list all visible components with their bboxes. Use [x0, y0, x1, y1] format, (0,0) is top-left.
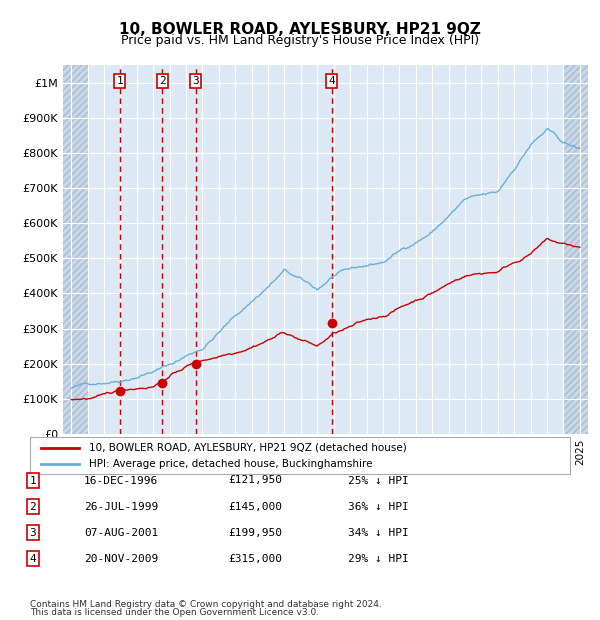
FancyBboxPatch shape	[30, 437, 570, 474]
Text: 1: 1	[116, 76, 123, 86]
Text: Price paid vs. HM Land Registry's House Price Index (HPI): Price paid vs. HM Land Registry's House …	[121, 34, 479, 47]
Text: £199,950: £199,950	[228, 528, 282, 538]
Text: This data is licensed under the Open Government Licence v3.0.: This data is licensed under the Open Gov…	[30, 608, 319, 617]
Text: 26-JUL-1999: 26-JUL-1999	[84, 502, 158, 512]
Text: £315,000: £315,000	[228, 554, 282, 564]
Text: £121,950: £121,950	[228, 476, 282, 485]
Text: HPI: Average price, detached house, Buckinghamshire: HPI: Average price, detached house, Buck…	[89, 459, 373, 469]
Text: 16-DEC-1996: 16-DEC-1996	[84, 476, 158, 485]
Bar	[563, 65, 588, 434]
Text: 36% ↓ HPI: 36% ↓ HPI	[348, 502, 409, 512]
Text: 07-AUG-2001: 07-AUG-2001	[84, 528, 158, 538]
Text: 10, BOWLER ROAD, AYLESBURY, HP21 9QZ (detached house): 10, BOWLER ROAD, AYLESBURY, HP21 9QZ (de…	[89, 443, 407, 453]
Bar	[63, 65, 88, 434]
Text: 2: 2	[159, 76, 166, 86]
Text: 2: 2	[29, 502, 37, 512]
Text: 29% ↓ HPI: 29% ↓ HPI	[348, 554, 409, 564]
Text: 10, BOWLER ROAD, AYLESBURY, HP21 9QZ: 10, BOWLER ROAD, AYLESBURY, HP21 9QZ	[119, 22, 481, 37]
Text: 34% ↓ HPI: 34% ↓ HPI	[348, 528, 409, 538]
Text: 25% ↓ HPI: 25% ↓ HPI	[348, 476, 409, 485]
Text: 1: 1	[29, 476, 37, 485]
Text: 4: 4	[328, 76, 335, 86]
Text: 20-NOV-2009: 20-NOV-2009	[84, 554, 158, 564]
Text: 3: 3	[193, 76, 199, 86]
Text: £145,000: £145,000	[228, 502, 282, 512]
Text: Contains HM Land Registry data © Crown copyright and database right 2024.: Contains HM Land Registry data © Crown c…	[30, 600, 382, 609]
Text: 3: 3	[29, 528, 37, 538]
Text: 4: 4	[29, 554, 37, 564]
